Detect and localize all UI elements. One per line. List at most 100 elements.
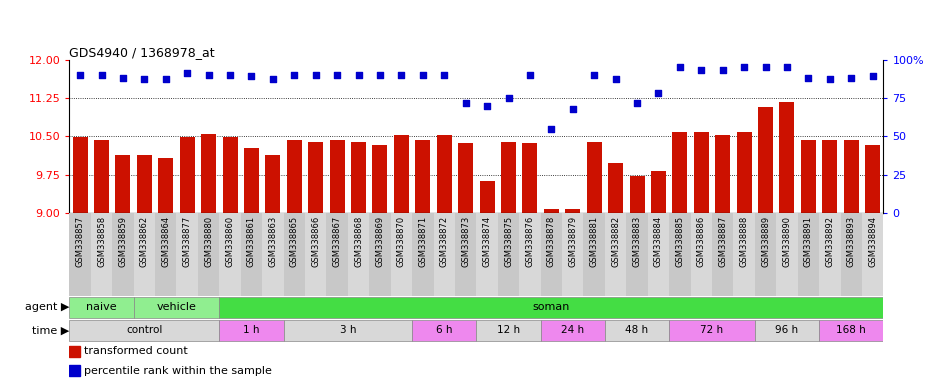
Bar	[155, 213, 177, 296]
Point	[116, 75, 130, 81]
Bar	[501, 142, 516, 213]
Point	[586, 72, 601, 78]
Text: GSM338883: GSM338883	[633, 215, 642, 267]
Bar	[565, 209, 580, 213]
Bar	[198, 213, 219, 296]
Text: GSM338879: GSM338879	[568, 215, 577, 267]
Bar	[284, 213, 305, 296]
Bar	[201, 134, 216, 213]
Text: 24 h: 24 h	[561, 325, 585, 335]
Bar	[648, 213, 669, 296]
Bar	[712, 213, 734, 296]
Text: 168 h: 168 h	[836, 325, 866, 335]
Point	[736, 64, 751, 70]
Bar	[458, 143, 474, 213]
Bar	[862, 213, 883, 296]
Bar	[434, 213, 455, 296]
Bar	[437, 135, 451, 213]
Bar	[498, 213, 519, 296]
Bar	[69, 320, 219, 341]
Text: GSM338890: GSM338890	[783, 215, 792, 266]
Point	[544, 126, 559, 132]
Text: GSM338860: GSM338860	[226, 215, 235, 267]
Text: GSM338894: GSM338894	[869, 215, 877, 266]
Point	[265, 76, 280, 83]
Bar	[476, 213, 498, 296]
Text: GSM338882: GSM338882	[611, 215, 620, 267]
Text: 3 h: 3 h	[339, 325, 356, 335]
Point	[394, 72, 409, 78]
Text: GSM338881: GSM338881	[590, 215, 598, 267]
Bar	[265, 155, 280, 213]
Bar	[373, 145, 388, 213]
Bar	[394, 135, 409, 213]
Bar	[865, 145, 881, 213]
Bar	[137, 155, 152, 213]
Bar	[69, 297, 133, 318]
Text: GSM338868: GSM338868	[354, 215, 363, 267]
Bar	[133, 213, 155, 296]
Text: 72 h: 72 h	[700, 325, 723, 335]
Bar	[329, 140, 345, 213]
Text: GSM338893: GSM338893	[846, 215, 856, 267]
Text: soman: soman	[533, 302, 570, 312]
Bar	[540, 213, 562, 296]
Text: GSM338870: GSM338870	[397, 215, 406, 267]
Text: agent ▶: agent ▶	[25, 302, 69, 312]
Bar	[327, 213, 348, 296]
Bar	[91, 213, 112, 296]
Bar	[755, 320, 820, 341]
Bar	[608, 164, 623, 213]
Bar	[69, 365, 80, 376]
Bar	[691, 213, 712, 296]
Text: GSM338864: GSM338864	[161, 215, 170, 267]
Point	[179, 70, 194, 76]
Bar	[219, 297, 883, 318]
Point	[137, 76, 152, 83]
Text: 6 h: 6 h	[436, 325, 452, 335]
Point	[523, 72, 537, 78]
Bar	[669, 320, 755, 341]
Text: GSM338877: GSM338877	[183, 215, 191, 267]
Bar	[715, 135, 730, 213]
Bar	[352, 142, 366, 213]
Point	[844, 75, 858, 81]
Bar	[820, 213, 841, 296]
Bar	[605, 213, 626, 296]
Bar	[179, 137, 194, 213]
Bar	[240, 213, 262, 296]
Text: GSM338861: GSM338861	[247, 215, 256, 267]
Bar	[369, 213, 390, 296]
Bar	[177, 213, 198, 296]
Text: GSM338865: GSM338865	[290, 215, 299, 267]
Bar	[519, 213, 540, 296]
Bar	[736, 132, 752, 213]
Bar	[415, 140, 430, 213]
Text: GSM338859: GSM338859	[118, 215, 128, 266]
Bar	[672, 132, 687, 213]
Text: GSM338878: GSM338878	[547, 215, 556, 267]
Bar	[413, 213, 434, 296]
Bar	[544, 209, 559, 213]
Bar	[586, 142, 601, 213]
Point	[801, 75, 816, 81]
Point	[630, 99, 645, 106]
Bar	[694, 132, 709, 213]
Bar	[158, 158, 173, 213]
Text: GDS4940 / 1368978_at: GDS4940 / 1368978_at	[69, 46, 215, 60]
Text: naive: naive	[86, 302, 117, 312]
Text: time ▶: time ▶	[32, 325, 69, 335]
Point	[780, 64, 795, 70]
Bar	[287, 140, 302, 213]
Bar	[797, 213, 820, 296]
Bar	[734, 213, 755, 296]
Point	[415, 72, 430, 78]
Bar	[540, 320, 605, 341]
Bar	[584, 213, 605, 296]
Text: 12 h: 12 h	[497, 325, 520, 335]
Text: GSM338858: GSM338858	[97, 215, 106, 267]
Bar	[626, 213, 647, 296]
Point	[202, 72, 216, 78]
Bar	[133, 297, 219, 318]
Point	[480, 103, 495, 109]
